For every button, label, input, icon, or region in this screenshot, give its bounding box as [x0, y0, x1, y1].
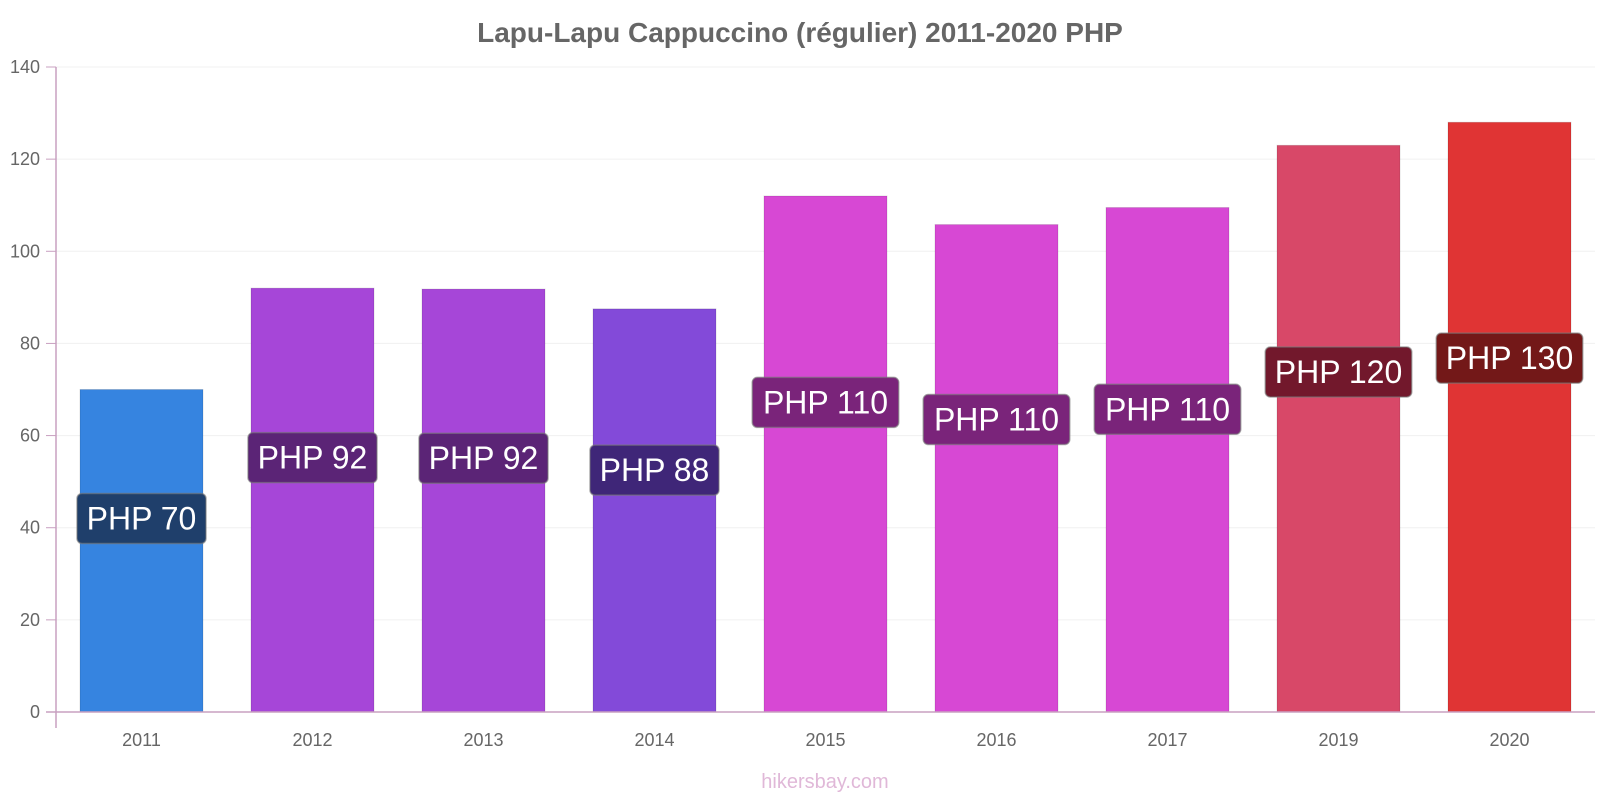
data-label-box [1435, 332, 1584, 384]
bar-2017 [1105, 207, 1230, 713]
data-label-box [76, 492, 207, 545]
chart-title: Lapu-Lapu Cappuccino (régulier) 2011-202… [477, 17, 1123, 48]
data-label: PHP 130 [1446, 340, 1574, 376]
x-tick-label: 2013 [463, 730, 503, 750]
data-labels: PHP 70 PHP 92 PHP 92 PHP 88 PHP 110 PHP 110 PH… [76, 332, 1584, 545]
y-tick-label: 60 [20, 426, 40, 446]
bar-2013 [421, 288, 546, 713]
y-tick-label: 140 [10, 57, 40, 77]
bar-2012 [250, 287, 375, 713]
bar-2020 [1447, 121, 1572, 713]
y-axis-ticks: 0 20 40 60 80 100 120 140 [10, 57, 56, 722]
x-tick-label: 2019 [1318, 730, 1358, 750]
x-tick-label: 2015 [805, 730, 845, 750]
bar-2014 [592, 308, 717, 713]
bar-2016 [934, 224, 1059, 713]
x-tick-label: 2014 [634, 730, 674, 750]
bar-2011 [79, 389, 204, 713]
data-label: PHP 88 [600, 452, 710, 488]
watermark: hikersbay.com [761, 771, 888, 793]
y-tick-label: 20 [20, 610, 40, 630]
x-tick-label: 2017 [1147, 730, 1187, 750]
data-label: PHP 110 [1105, 391, 1230, 427]
y-tick-label: 120 [10, 149, 40, 169]
data-label: PHP 110 [934, 402, 1059, 438]
y-tick-label: 40 [20, 518, 40, 538]
y-tick-label: 80 [20, 333, 40, 353]
data-label-box [418, 432, 549, 484]
bar-2015 [763, 195, 888, 713]
y-tick-label: 100 [10, 241, 40, 261]
data-label: PHP 120 [1275, 354, 1403, 390]
x-tick-label: 2016 [976, 730, 1016, 750]
x-axis-ticks: 2011 2012 2013 2014 2015 2016 2017 2019 2020 [122, 730, 1529, 750]
data-label-box [922, 393, 1071, 446]
x-tick-label: 2011 [122, 730, 161, 750]
data-label-box [589, 444, 720, 496]
axes [46, 67, 1595, 728]
data-label: PHP 110 [763, 384, 888, 420]
data-label: PHP 70 [87, 501, 197, 537]
x-tick-label: 2012 [292, 730, 332, 750]
data-label-box [1093, 383, 1242, 436]
bars [79, 121, 1572, 713]
data-label-box [1264, 346, 1413, 398]
data-label-box [247, 431, 378, 484]
bar-2019 [1276, 144, 1401, 713]
data-label-box [751, 376, 900, 429]
data-label: PHP 92 [429, 440, 539, 476]
x-tick-label: 2020 [1489, 730, 1529, 750]
data-label: PHP 92 [258, 440, 368, 476]
y-tick-label: 0 [30, 702, 40, 722]
